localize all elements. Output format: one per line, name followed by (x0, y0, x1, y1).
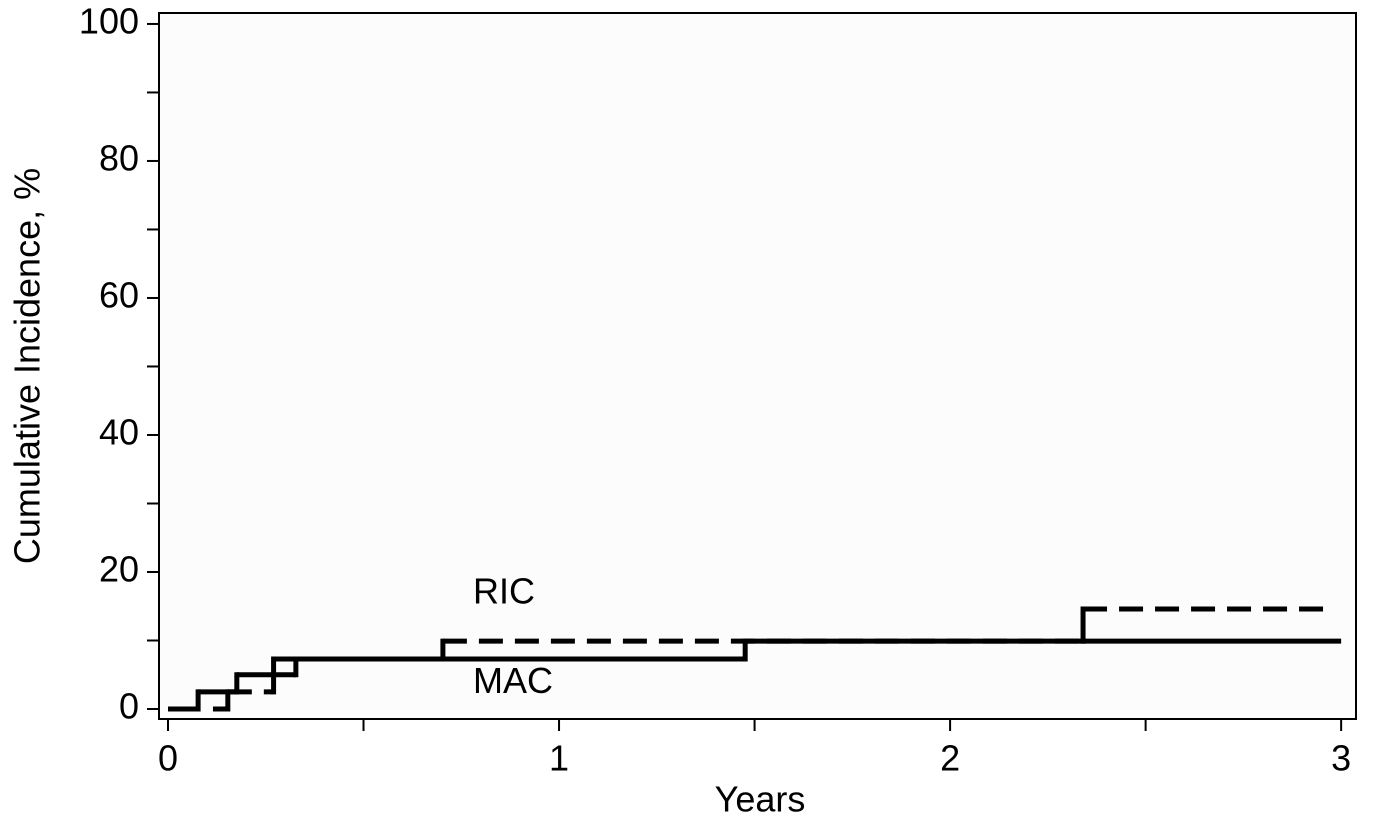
x-tick-label: 0 (158, 738, 178, 779)
x-axis-title: Years (715, 779, 806, 820)
x-tick-label: 1 (549, 738, 569, 779)
y-tick-label: 0 (119, 686, 139, 727)
y-tick-label: 60 (99, 274, 139, 315)
y-tick-label: 80 (99, 137, 139, 178)
y-tick-label: 100 (79, 0, 139, 41)
x-tick-label: 3 (1331, 738, 1351, 779)
y-tick-label: 40 (99, 411, 139, 452)
plot-area (158, 12, 1357, 720)
y-tick-label: 20 (99, 549, 139, 590)
series-label: MAC (473, 660, 553, 701)
series-label: RIC (473, 570, 535, 611)
x-tick-label: 2 (940, 738, 960, 779)
y-axis-title: Cumulative Incidence, % (7, 168, 48, 564)
